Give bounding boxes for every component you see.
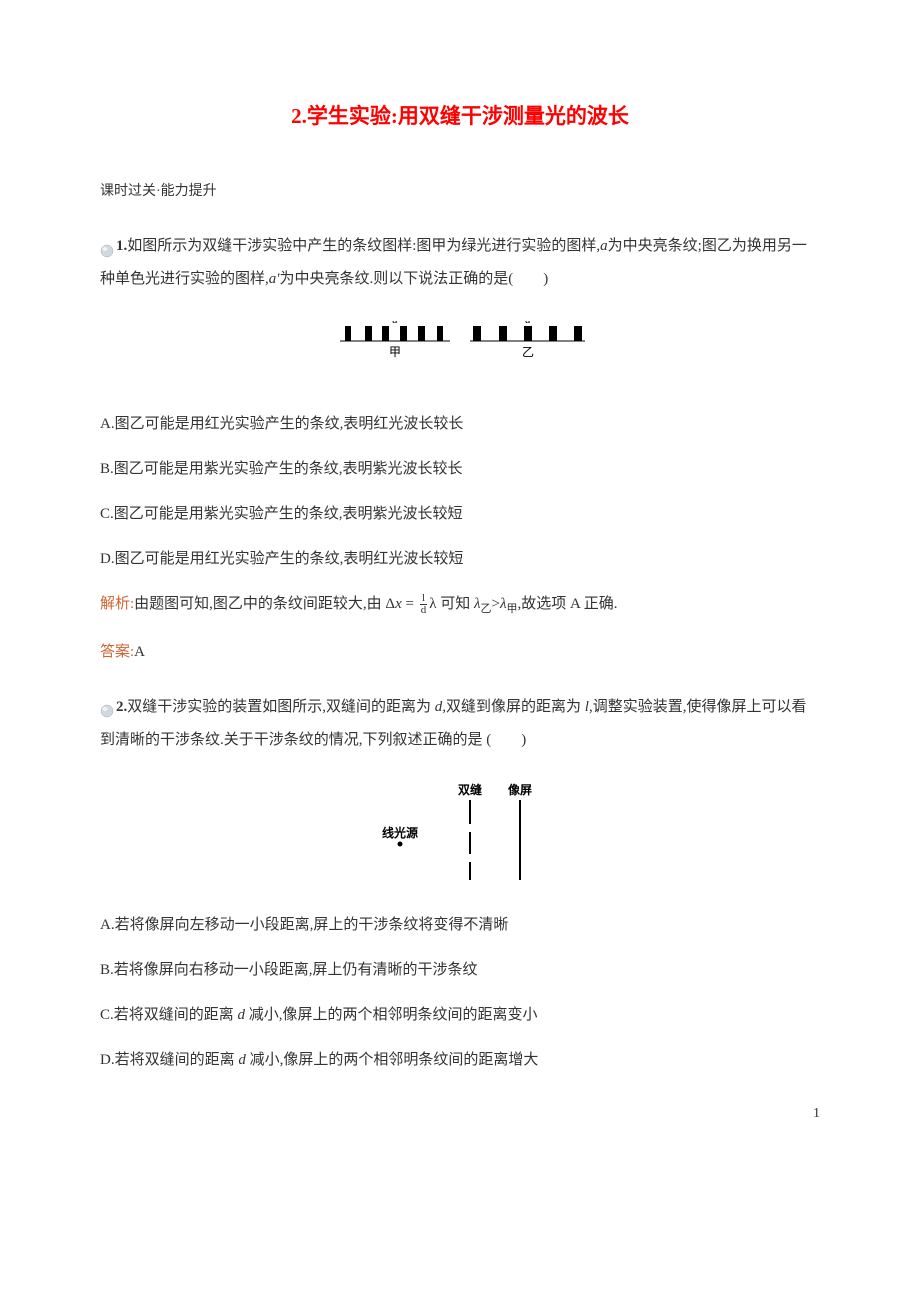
bullet-icon [100, 238, 114, 252]
answer-label: 答案: [100, 644, 134, 660]
analysis-label: 解析: [100, 596, 134, 612]
q1-analysis-x: x [395, 596, 402, 612]
q1-analysis: 解析:由题图可知,图乙中的条纹间距较大,由 Δx = ldλ 可知 λ乙>λ甲,… [100, 591, 820, 620]
q2-option-a: A.若将像屏向左移动一小段距离,屏上的干涉条纹将变得不清晰 [100, 912, 820, 939]
q2-option-d: D.若将双缝间的距离 d 减小,像屏上的两个相邻明条纹间的距离增大 [100, 1047, 820, 1074]
diagram-screen-label: 像屏 [508, 782, 532, 797]
q1-sub1: 乙 [481, 603, 492, 615]
q1-option-d: D.图乙可能是用红光实验产生的条纹,表明红光波长较短 [100, 546, 820, 573]
frac-den: d [420, 605, 428, 616]
q2-text: 2.双缝干涉实验的装置如图所示,双缝间的距离为 d,双缝到像屏的距离为 l,调整… [100, 691, 820, 757]
q1-answer: 答案:A [100, 640, 820, 661]
diagram-slit-label: 双缝 [458, 782, 482, 797]
q1-analysis-text1: 由题图可知,图乙中的条纹间距较大,由 Δ [134, 596, 395, 612]
q1-gt: > [492, 596, 500, 612]
q2-text-part1: 双缝干涉实验的装置如图所示,双缝间的距离为 [127, 699, 435, 715]
q2-option-d-start: D.若将双缝间的距离 [100, 1052, 238, 1068]
q1-option-b: B.图乙可能是用紫光实验产生的条纹,表明紫光波长较长 [100, 456, 820, 483]
q1-text: 1.如图所示为双缝干涉实验中产生的条纹图样:图甲为绿光进行实验的图样,a 为中央亮… [100, 230, 820, 296]
q1-option-a: A.图乙可能是用红光实验产生的条纹,表明红光波长较长 [100, 411, 820, 438]
q1-option-c: C.图乙可能是用紫光实验产生的条纹,表明紫光波长较短 [100, 501, 820, 528]
q2-number: 2. [116, 699, 127, 715]
q1-analysis-lambda: λ 可知 [429, 596, 474, 612]
diagram-source-label: 线光源 [382, 825, 418, 840]
question-2: 2.双缝干涉实验的装置如图所示,双缝间的距离为 d,双缝到像屏的距离为 l,调整… [100, 691, 820, 757]
q2-c-var: d [238, 1007, 246, 1023]
diagram-label-jia: 甲 [389, 345, 401, 359]
fraction: ld [420, 593, 428, 616]
diagram-label-yi: 乙 [522, 345, 534, 359]
page-number: 1 [813, 1106, 820, 1122]
q1-var-a-prime: a' [269, 271, 280, 287]
q1-analysis-end: ,故选项 A 正确. [517, 596, 617, 612]
q1-diagram: a 甲 a' 乙 [100, 321, 820, 386]
q2-option-c-start: C.若将双缝间的距离 [100, 1007, 238, 1023]
q2-option-c: C.若将双缝间的距离 d 减小,像屏上的两个相邻明条纹间的距离变小 [100, 1002, 820, 1029]
q2-option-d-end: 减小,像屏上的两个相邻明条纹间的距离增大 [246, 1052, 539, 1068]
diagram-label-a: a [392, 321, 398, 326]
q1-text-part1: 如图所示为双缝干涉实验中产生的条纹图样:图甲为绿光进行实验的图样, [127, 238, 600, 254]
q1-text-part3: 为中央亮条纹.则以下说法正确的是( ) [279, 271, 548, 287]
q2-diagram: 双缝 像屏 线光源 [100, 782, 820, 887]
q1-var-a: a [600, 238, 608, 254]
page-title: 2.学生实验:用双缝干涉测量光的波长 [100, 100, 820, 130]
q2-option-c-end: 减小,像屏上的两个相邻明条纹间的距离变小 [245, 1007, 538, 1023]
q2-d-var: d [238, 1052, 246, 1068]
q1-sub2: 甲 [506, 603, 517, 615]
bullet-icon [100, 698, 114, 712]
q1-number: 1. [116, 238, 127, 254]
section-header: 课时过关·能力提升 [100, 180, 820, 200]
q2-option-b: B.若将像屏向右移动一小段距离,屏上仍有清晰的干涉条纹 [100, 957, 820, 984]
q1-analysis-eq: = [402, 596, 418, 612]
question-1: 1.如图所示为双缝干涉实验中产生的条纹图样:图甲为绿光进行实验的图样,a 为中央亮… [100, 230, 820, 296]
q1-answer-value: A [134, 644, 145, 660]
q2-text-part2: ,双缝到像屏的距离为 [442, 699, 585, 715]
diagram-label-a-prime: a' [525, 321, 534, 326]
